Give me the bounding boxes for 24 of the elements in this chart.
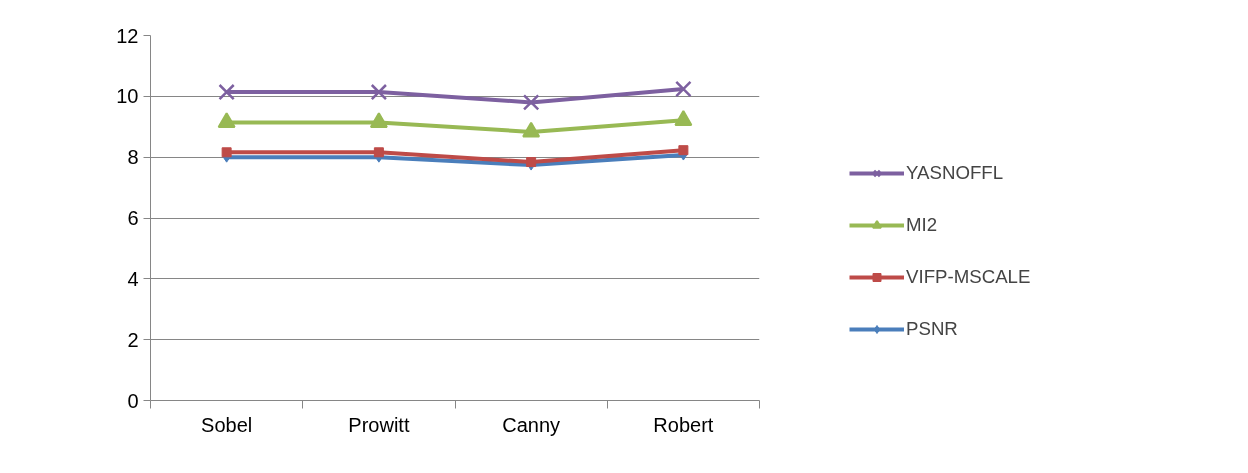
y-tick-label: 0 (127, 389, 139, 412)
y-tick-label: 4 (127, 267, 139, 290)
legend-label: PSNR (906, 318, 958, 340)
point (369, 112, 388, 129)
y-tick-label: 2 (127, 328, 139, 351)
point (373, 147, 384, 158)
point (370, 83, 388, 101)
point (221, 147, 232, 158)
x-tick-label: Prowitt (348, 413, 410, 436)
y-tick-label: 6 (127, 207, 139, 229)
y-tick-label: 12 (116, 24, 139, 47)
x-tick-label: Canny (502, 413, 561, 436)
point (522, 94, 540, 111)
y-tick-label: 10 (116, 85, 139, 108)
point (217, 112, 236, 129)
x-tick-label: Robert (653, 413, 714, 436)
point (678, 145, 689, 156)
legend-label: MI2 (906, 214, 938, 236)
point (218, 83, 235, 101)
point (675, 80, 692, 98)
legend-label: VIFP-MSCALE (906, 266, 1031, 288)
legend-label: YASNOFFL (906, 162, 1004, 184)
y-tick-label: 8 (127, 146, 139, 169)
x-tick-label: Sobel (201, 413, 253, 436)
